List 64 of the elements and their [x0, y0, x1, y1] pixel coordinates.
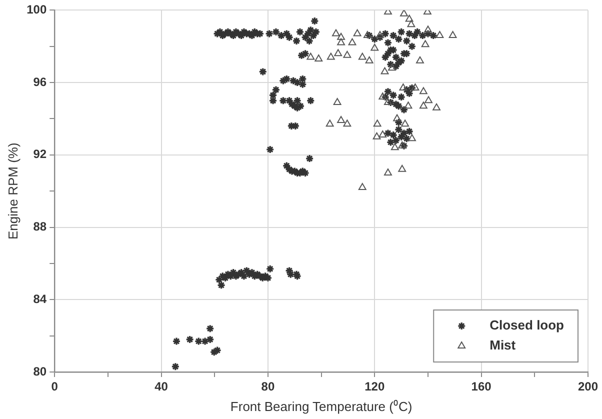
point [333, 98, 342, 105]
point [399, 83, 408, 90]
point [419, 87, 428, 94]
point [400, 10, 408, 16]
point [398, 164, 406, 172]
point [380, 67, 389, 74]
point [378, 92, 387, 100]
x-tick-label: 160 [471, 380, 492, 394]
point [343, 120, 352, 127]
point [432, 103, 440, 110]
point [314, 54, 323, 62]
point [448, 31, 457, 38]
point [388, 64, 396, 71]
point [326, 52, 335, 60]
point [408, 134, 416, 142]
y-tick-label: 84 [33, 292, 47, 306]
x-tick-label: 200 [578, 380, 598, 394]
point [334, 49, 342, 56]
point [416, 56, 424, 64]
point [407, 20, 416, 28]
y-tick-label: 80 [33, 364, 47, 378]
x-tick-label: 0 [51, 380, 58, 394]
y-axis-title: Engine RPM (%) [5, 142, 20, 240]
point [424, 96, 432, 104]
legend-label: Closed loop [490, 318, 564, 333]
y-tick-label: 96 [33, 74, 47, 89]
point [358, 182, 366, 190]
point [373, 120, 382, 127]
point [378, 130, 387, 138]
point [419, 102, 428, 109]
x-tick-label: 120 [364, 380, 385, 394]
point [365, 56, 374, 64]
point [401, 120, 410, 127]
y-tick-label: 92 [33, 147, 47, 162]
legend-label: Mist [490, 338, 516, 353]
point [404, 102, 412, 109]
point [348, 38, 356, 46]
point [332, 29, 340, 36]
point [363, 31, 372, 38]
point [390, 143, 399, 150]
x-tick-label: 40 [154, 380, 168, 394]
x-tick-label: 80 [261, 380, 275, 394]
point [353, 29, 362, 36]
point [424, 26, 432, 33]
point [358, 52, 366, 60]
point [326, 120, 334, 127]
point [421, 40, 430, 48]
y-tick-label: 88 [33, 220, 47, 234]
point [411, 83, 420, 90]
y-tick-label: 100 [26, 2, 47, 17]
point [337, 32, 346, 40]
point [384, 98, 392, 105]
x-axis-title: Front Bearing Temperature (⁰C) [230, 398, 412, 414]
point [436, 31, 444, 38]
point [405, 14, 414, 22]
point [343, 50, 352, 58]
point [337, 116, 346, 124]
point [393, 114, 402, 122]
point [376, 31, 384, 38]
point [370, 44, 379, 51]
point [337, 38, 346, 46]
point [306, 52, 315, 60]
point [372, 132, 381, 140]
point [384, 168, 392, 176]
